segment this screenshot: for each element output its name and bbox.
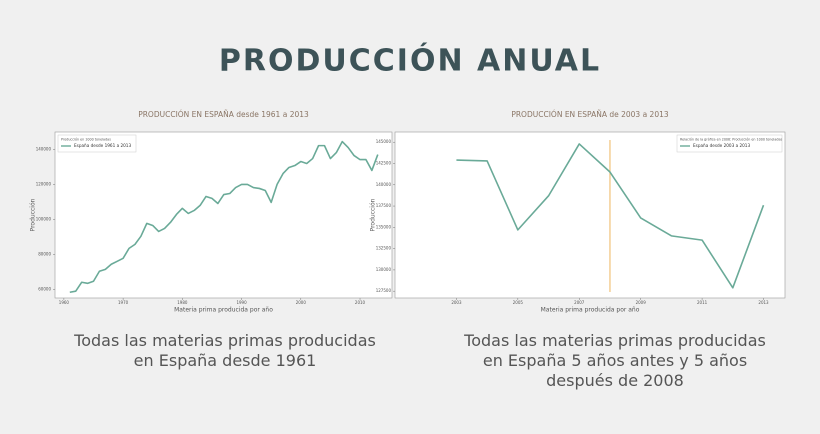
caption: Todas las materias primas producidas en … [464, 331, 766, 390]
x-axis-label: Materia prima producida por año [541, 307, 640, 314]
caption-box: Todas las materias primas producidas en … [74, 331, 376, 370]
x-axis-label: Materia prima producida por año [174, 307, 273, 314]
chart-title: PRODUCCIÓN EN ESPAÑA desde 1961 a 2013 [138, 110, 309, 119]
data-line [456, 143, 765, 289]
y-tick-label: 132500 [376, 246, 392, 251]
y-tick-label: 60000 [38, 286, 51, 291]
legend-label: España desde 1961 a 2013 [74, 143, 131, 148]
slide-title: PRODUCCIÓN ANUAL [219, 42, 601, 79]
legend-box [676, 134, 783, 153]
y-tick-label: 120000 [36, 181, 52, 186]
y-axis-label: Producción [370, 198, 377, 231]
chart-title: PRODUCCIÓN EN ESPAÑA de 2003 a 2013 [511, 110, 669, 119]
x-tick-label: 2013 [758, 300, 769, 305]
x-tick-label: 2003 [451, 300, 462, 305]
x-tick-label: 2005 [513, 300, 524, 305]
x-tick-label: 2010 [355, 300, 366, 305]
y-tick-label: 80000 [38, 251, 51, 256]
y-tick-label: 137500 [376, 203, 392, 208]
data-line [69, 140, 379, 294]
caption: Todas las materias primas producidas en … [74, 331, 376, 370]
plot-area [394, 131, 786, 299]
legend-title: Relación de la gráfica en 2008: Producci… [680, 138, 782, 142]
x-tick-label: 2011 [697, 300, 708, 305]
x-tick-label: 1980 [177, 300, 188, 305]
x-tick-label: 1960 [59, 300, 70, 305]
x-tick-label: 2007 [574, 300, 585, 305]
y-tick-label: 140000 [36, 146, 52, 151]
y-tick-label: 100000 [36, 216, 52, 221]
legend-title: Producción en 1000 toneladas [61, 138, 111, 142]
legend-label: España desde 2003 a 2013 [693, 143, 750, 148]
y-tick-label: 130000 [376, 267, 392, 272]
caption-box: Todas las materias primas producidas en … [464, 331, 766, 390]
y-tick-label: 145000 [376, 139, 392, 144]
x-tick-label: 2000 [296, 300, 307, 305]
y-tick-label: 140000 [376, 182, 392, 187]
x-tick-label: 1990 [236, 300, 247, 305]
legend-box [57, 134, 137, 153]
x-tick-label: 1970 [118, 300, 129, 305]
y-tick-label: 142500 [376, 160, 392, 165]
y-tick-label: 127500 [376, 288, 392, 293]
plot-area [54, 131, 393, 299]
y-axis-label: Producción [30, 198, 37, 231]
x-tick-label: 2009 [636, 300, 647, 305]
y-tick-label: 135000 [376, 224, 392, 229]
